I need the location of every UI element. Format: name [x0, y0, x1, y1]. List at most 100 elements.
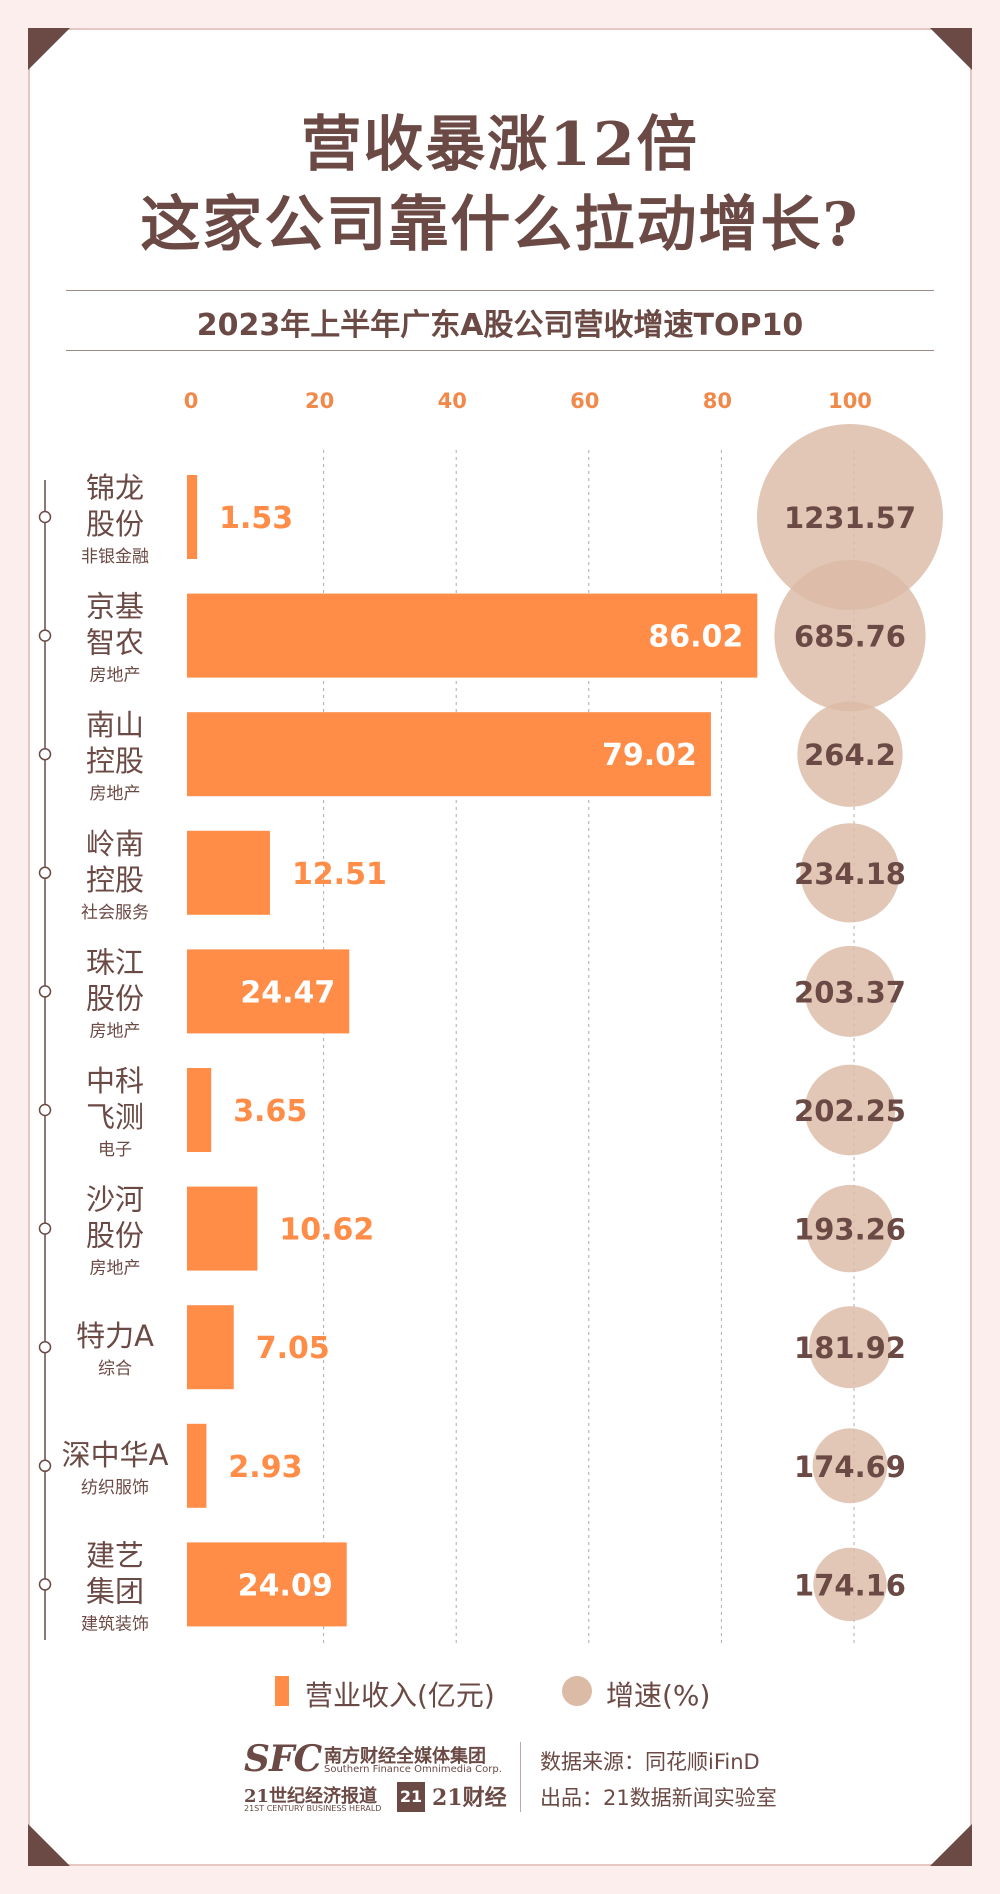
timeline-dot: [38, 629, 52, 642]
growth-bubble: [804, 945, 896, 1037]
growth-bubble: [812, 1428, 888, 1504]
company-name: 智农: [86, 626, 144, 660]
growth-value-label: 181.92: [794, 1331, 906, 1365]
timeline-dot: [38, 747, 52, 761]
growth-value-label: 174.69: [794, 1450, 906, 1484]
herald-logo-english: 21ST CENTURY BUSINESS HERALD: [244, 1804, 382, 1813]
timeline-dot: [38, 1459, 52, 1473]
company-name: 股份: [86, 507, 144, 541]
company-name: 集团: [86, 1574, 144, 1608]
growth-value-label: 264.2: [804, 738, 896, 772]
corner-ornament: [930, 1824, 972, 1866]
growth-value-label: 234.18: [794, 857, 906, 891]
revenue-bar: [187, 712, 711, 797]
timeline-dot: [38, 1103, 52, 1117]
footer-divider: [520, 1742, 521, 1812]
growth-bubble: [809, 1306, 891, 1389]
poster-frame: [28, 28, 972, 1866]
industry-label: 电子: [98, 1140, 132, 1160]
timeline-dot: [38, 866, 52, 880]
revenue-value-label: 79.02: [602, 738, 697, 773]
company-name: 岭南: [86, 827, 144, 861]
company-name: 建艺: [86, 1538, 144, 1572]
company-name: 深中华A: [62, 1438, 169, 1472]
industry-label: 房地产: [90, 1259, 141, 1279]
growth-bubble: [757, 424, 943, 610]
headline-line-2: 这家公司靠什么拉动增长?: [140, 190, 860, 260]
revenue-bar: [187, 475, 198, 559]
growth-bubble: [813, 1547, 887, 1622]
timeline-dot: [38, 1578, 52, 1591]
legend-circle-swatch: [562, 1676, 592, 1706]
company-name: 飞测: [86, 1100, 144, 1134]
revenue-value-label: 1.53: [219, 501, 293, 536]
legend-circle-label: 增速(%): [606, 1679, 711, 1712]
revenue-bar: [187, 1186, 258, 1271]
revenue-bar: [187, 1305, 234, 1390]
industry-label: 非银金融: [81, 547, 149, 567]
growth-value-label: 174.16: [794, 1568, 906, 1602]
growth-bubble: [774, 559, 926, 712]
growth-value-label: 685.76: [794, 620, 906, 654]
company-name: 中科: [86, 1064, 144, 1098]
subtitle-rule-top: [66, 290, 934, 291]
company-name: 锦龙: [86, 471, 144, 505]
chart-legend: 营业收入(亿元) 增速(%): [0, 1668, 1000, 1712]
corner-ornament: [28, 1824, 70, 1866]
company-name: 控股: [86, 863, 144, 897]
legend-bar-swatch: [275, 1676, 289, 1706]
revenue-bar: [187, 830, 270, 915]
revenue-value-label: 24.09: [238, 1568, 333, 1603]
company-name: 南山: [86, 708, 144, 742]
industry-label: 房地产: [90, 784, 141, 804]
x-tick-label: 0: [184, 389, 199, 413]
21-badge-logo: 21: [397, 1782, 425, 1812]
footer: SFC 南方财经全媒体集团 Southern Finance Omnimedia…: [0, 1738, 1000, 1818]
industry-label: 房地产: [90, 666, 141, 686]
x-tick-label: 40: [438, 389, 467, 413]
timeline-dot: [38, 1340, 52, 1354]
herald-logo: 21世纪经济报道: [244, 1786, 378, 1807]
sfc-logo: SFC: [244, 1738, 322, 1780]
x-tick-label: 20: [305, 389, 334, 413]
growth-bubble: [797, 701, 903, 807]
corner-ornament: [930, 28, 972, 70]
x-tick-label: 60: [570, 389, 599, 413]
company-name: 控股: [86, 744, 144, 778]
revenue-bar: [187, 1542, 347, 1627]
company-name: 珠江: [86, 945, 144, 979]
headline-line-1: 营收暴涨12倍: [301, 110, 699, 180]
chart-subtitle: 2023年上半年广东A股公司营收增速TOP10: [196, 308, 804, 343]
revenue-bar: [187, 1423, 207, 1508]
industry-label: 纺织服饰: [81, 1478, 149, 1498]
growth-value-label: 203.37: [794, 975, 906, 1009]
company-name: 特力A: [76, 1319, 154, 1353]
industry-label: 房地产: [90, 1021, 141, 1041]
x-tick-label: 80: [703, 389, 732, 413]
growth-bubble: [800, 823, 900, 923]
revenue-value-label: 12.51: [292, 857, 387, 892]
company-name: 京基: [86, 590, 144, 624]
timeline-dot: [38, 985, 52, 998]
revenue-bar: [187, 593, 758, 678]
growth-value-label: 1231.57: [784, 501, 916, 535]
revenue-bar: [187, 1068, 212, 1152]
revenue-value-label: 86.02: [648, 620, 743, 655]
revenue-value-label: 2.93: [228, 1450, 302, 1485]
sfc-logo-english: Southern Finance Omnimedia Corp.: [324, 1764, 502, 1775]
producer-credit: 出品：21数据新闻实验室: [540, 1786, 777, 1810]
growth-bubble: [804, 1064, 896, 1156]
timeline-dot: [38, 1222, 52, 1235]
company-name: 股份: [86, 981, 144, 1015]
industry-label: 社会服务: [81, 903, 149, 923]
sfc-logo-name: 南方财经全媒体集团: [324, 1746, 486, 1767]
revenue-value-label: 7.05: [256, 1331, 330, 1366]
revenue-value-label: 24.47: [240, 975, 335, 1010]
industry-label: 建筑装饰: [81, 1614, 149, 1634]
growth-value-label: 193.26: [794, 1213, 906, 1247]
company-name: 沙河: [86, 1183, 144, 1217]
revenue-value-label: 10.62: [279, 1213, 374, 1248]
corner-ornament: [28, 28, 70, 70]
x-tick-label: 100: [828, 389, 872, 413]
subtitle-rule-bottom: [66, 350, 934, 351]
